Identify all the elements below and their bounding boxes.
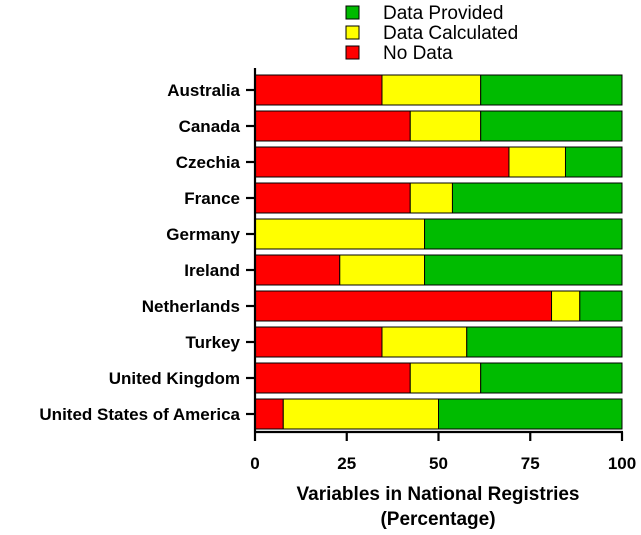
bar-czechia-data-provided [564, 146, 623, 178]
x-tick-label: 75 [521, 454, 540, 473]
x-tick-label: 25 [337, 454, 356, 473]
bar-netherlands-no-data [254, 290, 553, 322]
bar-canada-data-calculated [409, 110, 482, 142]
bar-australia-no-data [254, 74, 383, 106]
category-label: France [184, 189, 240, 208]
legend-label-data-provided: Data Provided [383, 3, 503, 24]
bar-united-kingdom-data-calculated [409, 362, 482, 394]
category-label: Canada [179, 117, 241, 136]
bars [254, 74, 623, 430]
bar-germany-data-provided [424, 218, 623, 250]
x-tick-label: 100 [608, 454, 636, 473]
x-tick-label: 50 [429, 454, 448, 473]
bar-canada-no-data [254, 110, 411, 142]
category-label: Ireland [184, 261, 240, 280]
bar-united-kingdom-data-provided [480, 362, 623, 394]
bar-czechia-no-data [254, 146, 510, 178]
bar-france-no-data [254, 182, 411, 214]
bar-ireland-data-provided [424, 254, 623, 286]
bar-france-data-calculated [409, 182, 453, 214]
legend-swatch-data-provided [345, 5, 360, 20]
category-label: United Kingdom [109, 369, 240, 388]
bar-united-states-of-america-no-data [254, 398, 284, 430]
bar-ireland-data-calculated [339, 254, 426, 286]
x-axis-label-line-2: (Percentage) [380, 509, 495, 530]
bar-united-kingdom-no-data [254, 362, 411, 394]
legend-label-data-calculated: Data Calculated [383, 23, 518, 44]
bar-australia-data-provided [480, 74, 623, 106]
category-label: Turkey [186, 333, 241, 352]
x-tick-labels: 0 25 50 75 100 [250, 454, 636, 473]
category-label: Germany [166, 225, 240, 244]
category-labels: Australia Canada Czechia France Germany Irela… [39, 81, 240, 424]
legend-label-no-data: No Data [383, 43, 453, 64]
bar-canada-data-provided [480, 110, 623, 142]
category-label: Czechia [176, 153, 241, 172]
axes [246, 68, 624, 441]
bar-united-states-of-america-data-calculated [282, 398, 439, 430]
x-tick-label: 0 [250, 454, 259, 473]
legend-swatch-data-calculated [345, 25, 360, 40]
bar-netherlands-data-calculated [551, 290, 581, 322]
bar-turkey-data-calculated [381, 326, 468, 358]
category-label: Netherlands [142, 297, 240, 316]
bar-australia-data-calculated [381, 74, 482, 106]
bar-ireland-no-data [254, 254, 341, 286]
legend-swatch-no-data [345, 45, 360, 60]
bar-netherlands-data-provided [579, 290, 623, 322]
bar-united-states-of-america-data-provided [438, 398, 623, 430]
bar-germany-data-calculated [254, 218, 426, 250]
x-axis-label-line-1: Variables in National Registries [297, 484, 580, 505]
bar-france-data-provided [451, 182, 623, 214]
category-label: United States of America [39, 405, 240, 424]
bar-czechia-data-calculated [508, 146, 566, 178]
category-label: Australia [167, 81, 240, 100]
bar-turkey-no-data [254, 326, 383, 358]
bar-turkey-data-provided [466, 326, 623, 358]
